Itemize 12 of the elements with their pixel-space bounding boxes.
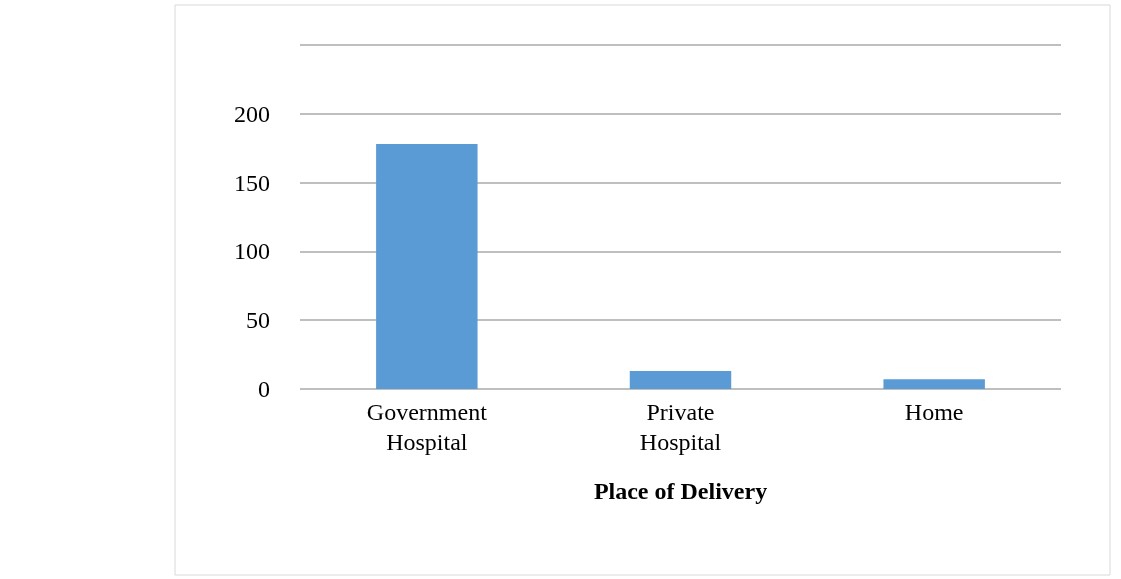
y-tick-label: 200 xyxy=(234,100,270,127)
bar xyxy=(376,144,478,389)
y-tick-label: 0 xyxy=(258,376,270,402)
bar xyxy=(629,371,732,389)
bar xyxy=(883,379,985,389)
x-axis-title: Place of Delivery xyxy=(593,478,768,504)
y-tick-label: 100 xyxy=(234,238,270,265)
y-tick-label: 150 xyxy=(234,169,270,196)
y-tick-label: 50 xyxy=(246,307,270,334)
x-tick-label: Home xyxy=(904,399,964,425)
x-tick-label: Government Hospital xyxy=(366,399,488,455)
x-tick-label: Private Hospital xyxy=(639,399,722,455)
